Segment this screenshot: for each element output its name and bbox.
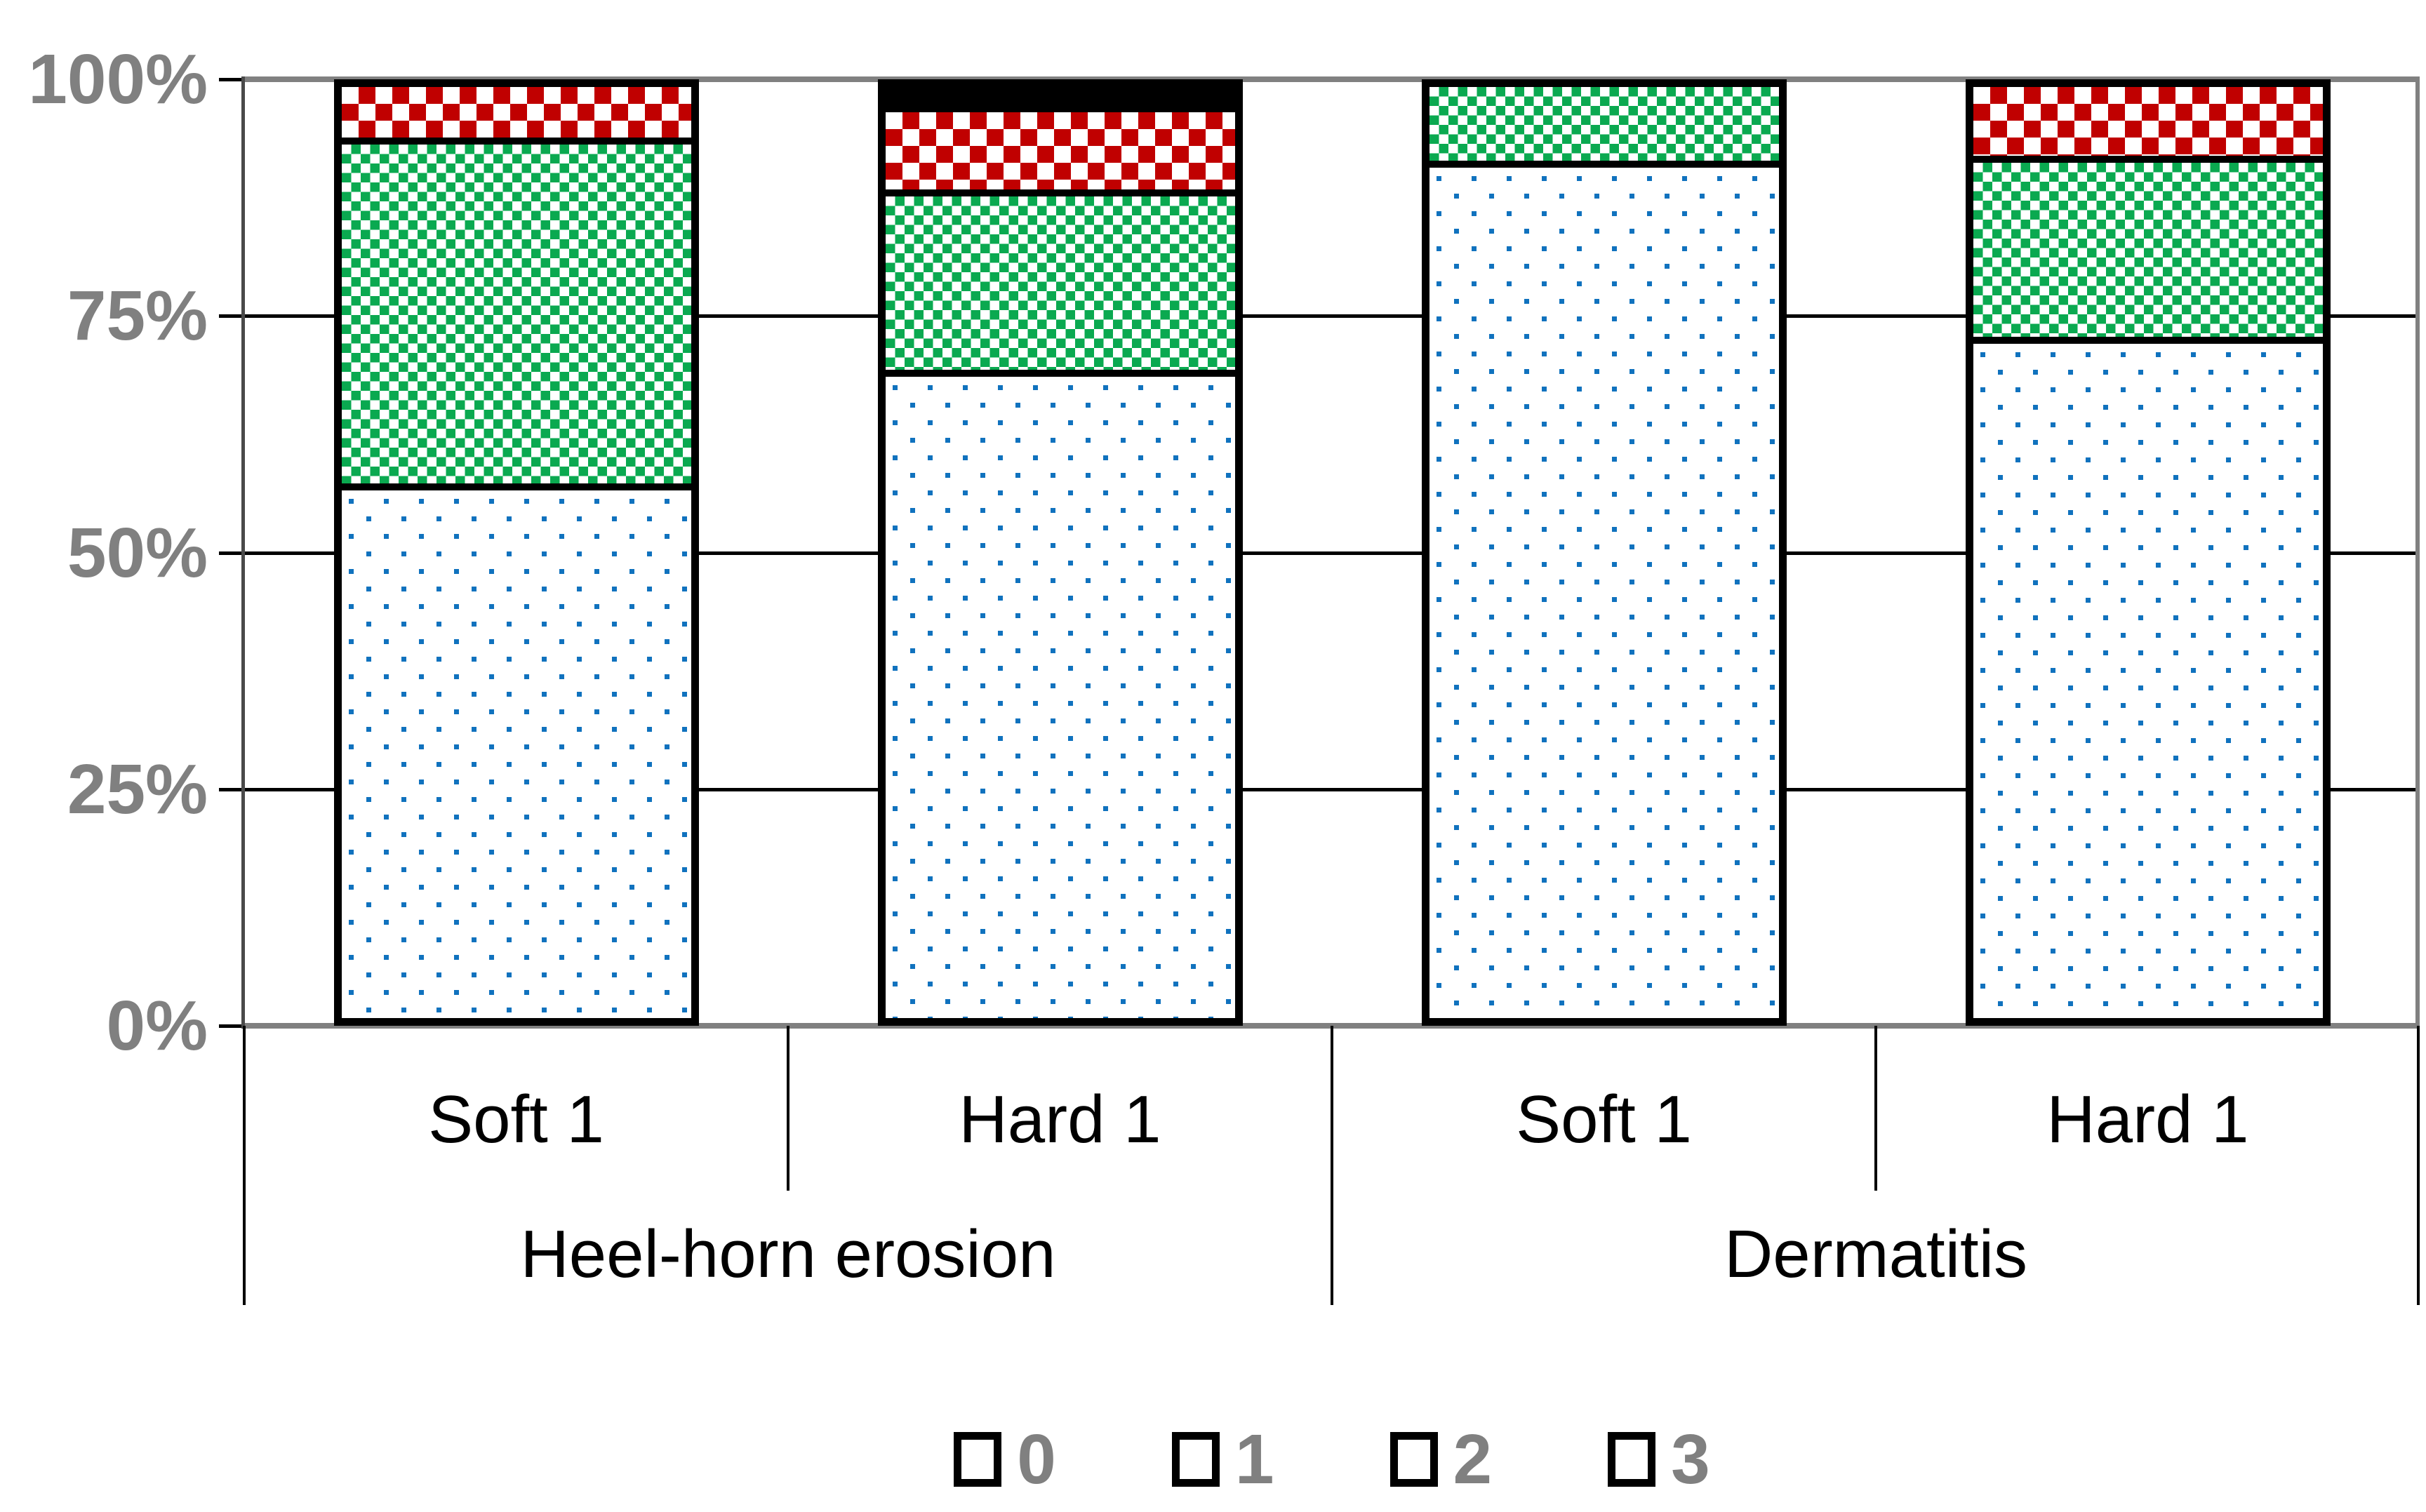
category-label-1: Hard 1 bbox=[959, 1082, 1161, 1157]
bar-3-segment-2 bbox=[1973, 87, 2323, 156]
bar-1-segment-3 bbox=[885, 87, 1235, 105]
y-tick-label-75: 75% bbox=[67, 276, 208, 356]
legend-swatch-3 bbox=[1608, 1432, 1656, 1487]
bar-0-segment-0 bbox=[341, 483, 691, 1019]
bar-1 bbox=[877, 79, 1243, 1026]
bar-3-segment-1 bbox=[1973, 156, 2323, 337]
gridline-100 bbox=[244, 76, 2420, 82]
y-axis-tick-0 bbox=[219, 1024, 244, 1028]
gridline-50 bbox=[244, 551, 2420, 555]
y-axis-tick-75 bbox=[219, 314, 244, 319]
y-tick-label-0: 0% bbox=[106, 986, 208, 1065]
bar-1-segment-2 bbox=[885, 105, 1235, 190]
legend-item-1: 1 bbox=[1171, 1420, 1274, 1499]
y-tick-label-50: 50% bbox=[67, 513, 208, 592]
bar-2 bbox=[1421, 79, 1787, 1026]
bar-2-segment-1 bbox=[1429, 87, 1779, 161]
legend-label-3: 3 bbox=[1671, 1420, 1710, 1499]
plot-right-border bbox=[2415, 76, 2420, 1029]
legend-item-0: 0 bbox=[954, 1424, 1056, 1494]
legend-label-2: 2 bbox=[1453, 1420, 1493, 1499]
bar-3-segment-0 bbox=[1973, 337, 2323, 1018]
y-tick-label-25: 25% bbox=[67, 749, 208, 829]
bar-2-segment-0 bbox=[1429, 161, 1779, 1018]
gridline-75 bbox=[244, 314, 2420, 319]
category-label-3: Hard 1 bbox=[2046, 1082, 2249, 1157]
bar-0 bbox=[333, 79, 699, 1026]
legend-label-0: 0 bbox=[1017, 1420, 1056, 1499]
bar-0-segment-2 bbox=[341, 87, 691, 138]
category-group-separator-2 bbox=[2417, 1026, 2420, 1305]
category-label-0: Soft 1 bbox=[428, 1082, 604, 1157]
bar-1-segment-1 bbox=[885, 189, 1235, 370]
legend-item-3: 3 bbox=[1608, 1424, 1710, 1494]
category-separator-1 bbox=[1874, 1026, 1877, 1191]
legend-swatch-1 bbox=[1171, 1432, 1220, 1487]
y-axis-line bbox=[241, 76, 245, 1029]
y-axis-tick-100 bbox=[219, 78, 244, 81]
gridline-25 bbox=[244, 787, 2420, 791]
category-separator-0 bbox=[787, 1026, 789, 1191]
bar-0-segment-1 bbox=[341, 137, 691, 484]
y-tick-label-100: 100% bbox=[28, 40, 208, 119]
y-axis-tick-25 bbox=[219, 787, 244, 791]
legend-swatch-0 bbox=[954, 1432, 1002, 1487]
bar-3 bbox=[1965, 79, 2331, 1026]
category-label-2: Soft 1 bbox=[1516, 1082, 1692, 1157]
legend-swatch-2 bbox=[1389, 1432, 1438, 1487]
group-label-0: Heel-horn erosion bbox=[520, 1217, 1056, 1292]
bar-1-segment-0 bbox=[885, 369, 1235, 1019]
y-axis-tick-50 bbox=[219, 551, 244, 555]
category-group-separator-0 bbox=[243, 1026, 246, 1305]
category-group-separator-1 bbox=[1331, 1026, 1333, 1305]
legend-label-1: 1 bbox=[1234, 1420, 1274, 1499]
chart-legend: 0 1 2 3 bbox=[244, 1417, 2420, 1501]
group-label-1: Dermatitis bbox=[1724, 1217, 2028, 1292]
legend-item-2: 2 bbox=[1389, 1420, 1493, 1499]
